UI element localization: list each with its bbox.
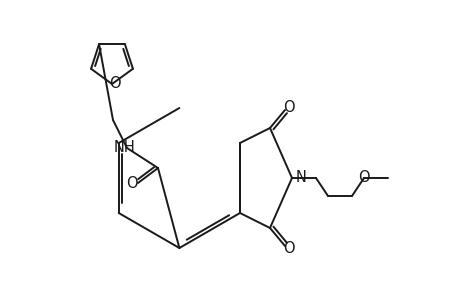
Text: O: O: [126, 176, 138, 191]
Text: O: O: [283, 242, 294, 256]
Text: O: O: [358, 169, 369, 184]
Text: O: O: [109, 76, 121, 91]
Text: NH: NH: [114, 140, 135, 155]
Text: O: O: [283, 100, 294, 115]
Text: N: N: [295, 170, 306, 185]
